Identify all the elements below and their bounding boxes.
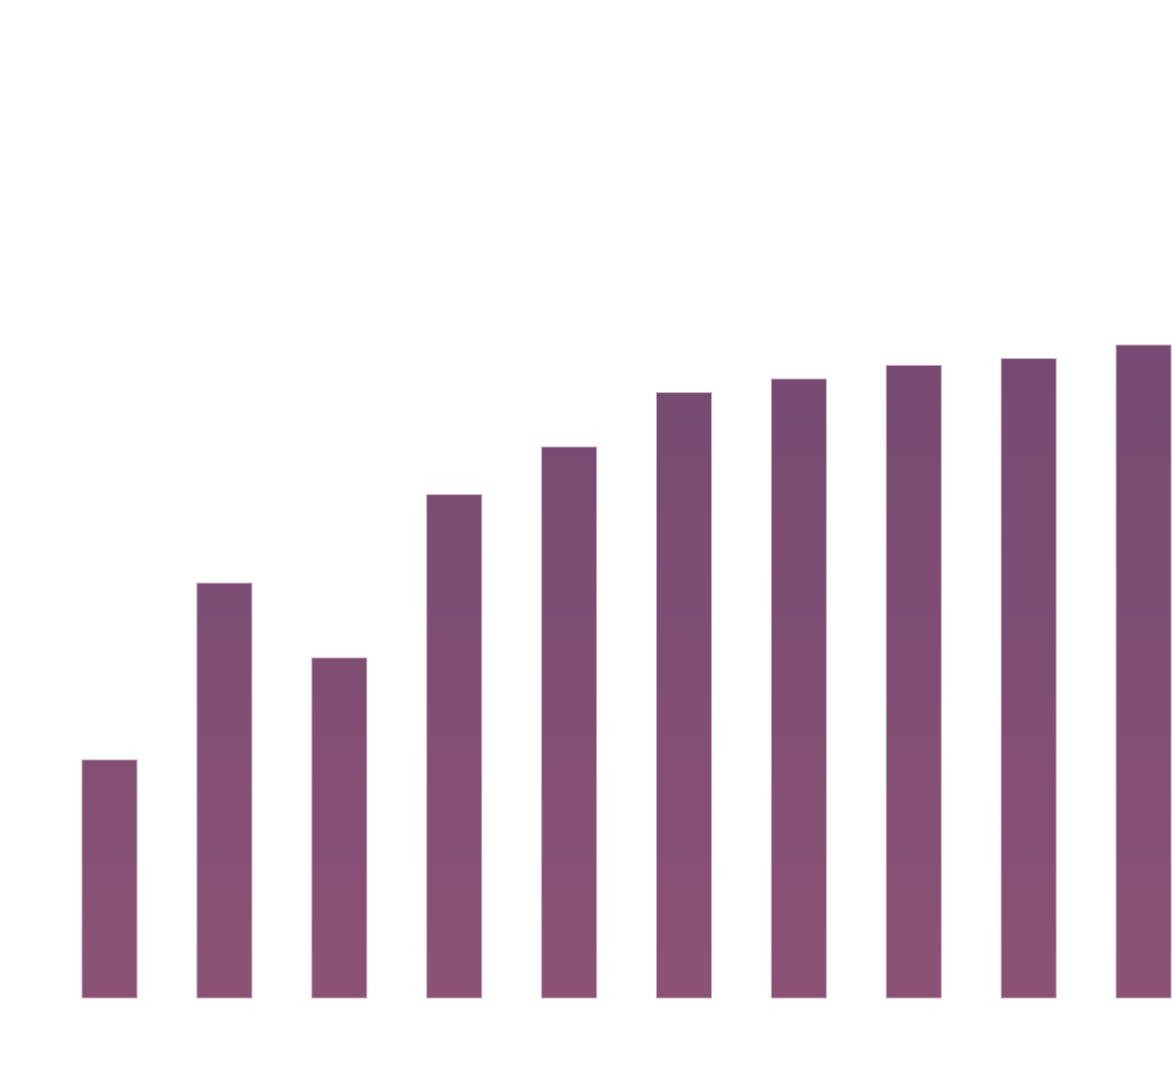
bar-2 (196, 582, 253, 999)
bar-3 (311, 657, 368, 999)
bar-10 (1115, 344, 1172, 999)
bars-group (81, 344, 1172, 999)
bar-5 (541, 446, 598, 999)
bar-4 (426, 494, 483, 999)
bar-9 (1000, 358, 1057, 999)
bar-6 (656, 392, 712, 999)
bar-7 (770, 378, 827, 999)
bar-8 (885, 364, 942, 999)
bar-1 (81, 759, 138, 999)
